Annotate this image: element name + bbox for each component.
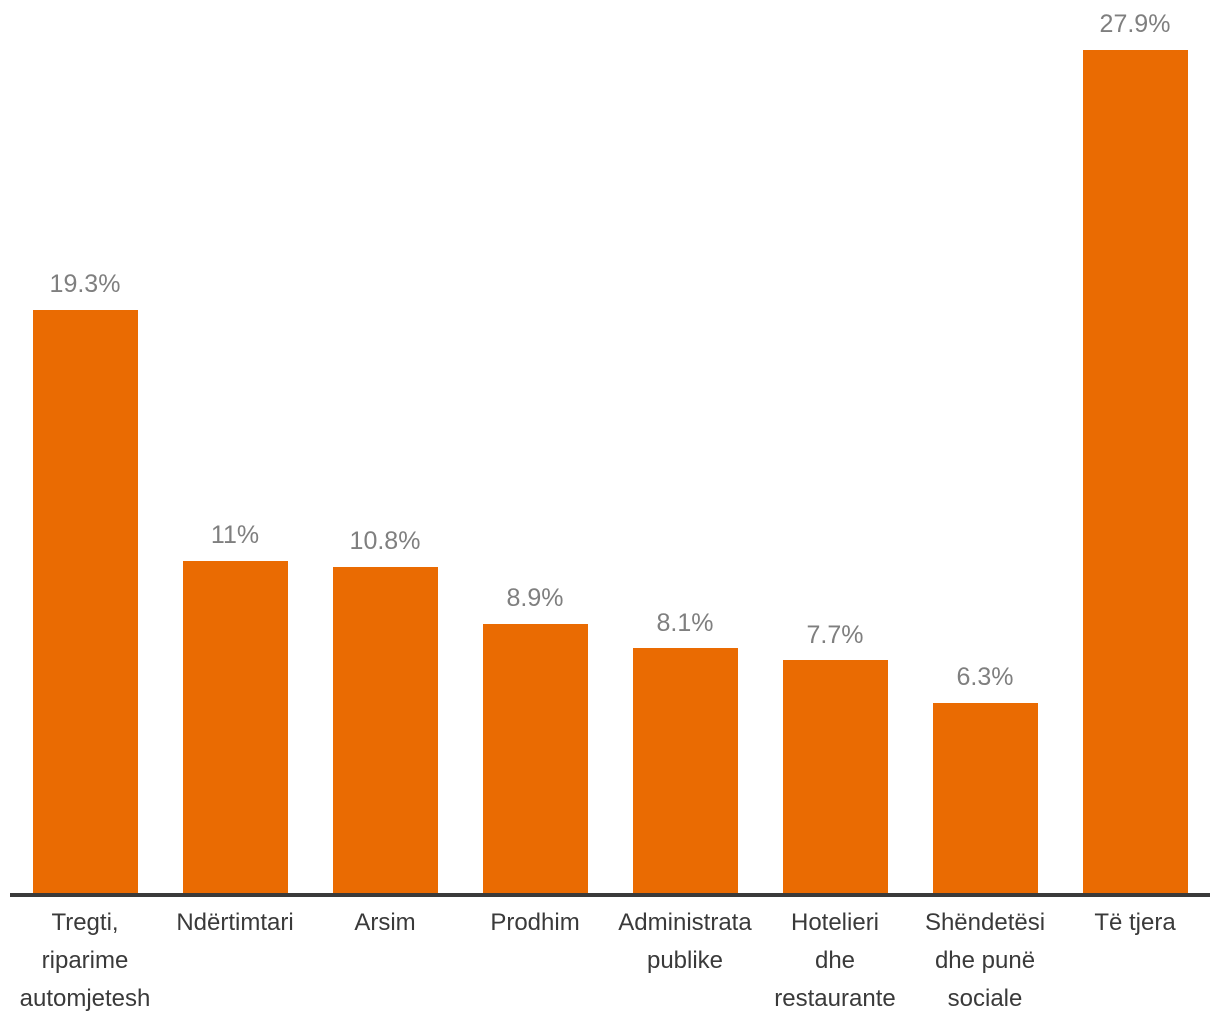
bar-column: 19.3% — [10, 0, 160, 893]
category-label: Tregti, riparime automjetesh — [19, 909, 151, 1012]
bar-value-label: 19.3% — [49, 270, 121, 299]
bar-column: 10.8% — [310, 0, 460, 893]
category-label: Shëndetësi dhe punë sociale — [924, 909, 1046, 1012]
category-label: Hotelieri dhe restaurante — [774, 909, 896, 1012]
category-label: Ndërtimtari — [176, 909, 294, 936]
bar — [632, 648, 738, 893]
bar — [932, 702, 1038, 893]
bar — [182, 560, 288, 893]
bar-column: 7.7% — [760, 0, 910, 893]
bar-column: 11% — [160, 0, 310, 893]
bar-value-label: 6.3% — [956, 662, 1014, 691]
x-axis-labels: Tregti, riparime automjetesh Ndërtimtari A… — [10, 904, 1210, 1018]
bar — [332, 566, 438, 893]
category-label: Të tjera — [1094, 909, 1176, 936]
bar-column: 6.3% — [910, 0, 1060, 893]
plot-area: 19.3% 11% 10.8% 8.9% 8.1% 7.7% 6.3% 27.9% — [10, 0, 1210, 893]
bar-column: 27.9% — [1060, 0, 1210, 893]
bar-column: 8.1% — [610, 0, 760, 893]
bar-value-label: 8.1% — [656, 608, 714, 637]
bar-column: 8.9% — [460, 0, 610, 893]
bar — [1082, 50, 1188, 893]
bar-value-label: 7.7% — [806, 620, 864, 649]
bar-value-label: 27.9% — [1099, 10, 1171, 39]
category-label: Prodhim — [490, 909, 580, 936]
bar — [32, 309, 138, 893]
category-label: Arsim — [354, 909, 416, 936]
bar-value-label: 10.8% — [349, 526, 421, 555]
category-label: Administrata publike — [618, 909, 752, 974]
bar-value-label: 8.9% — [506, 584, 564, 613]
x-axis-line — [10, 893, 1210, 897]
bar — [482, 624, 588, 893]
bar — [782, 660, 888, 893]
bar-value-label: 11% — [210, 520, 260, 549]
